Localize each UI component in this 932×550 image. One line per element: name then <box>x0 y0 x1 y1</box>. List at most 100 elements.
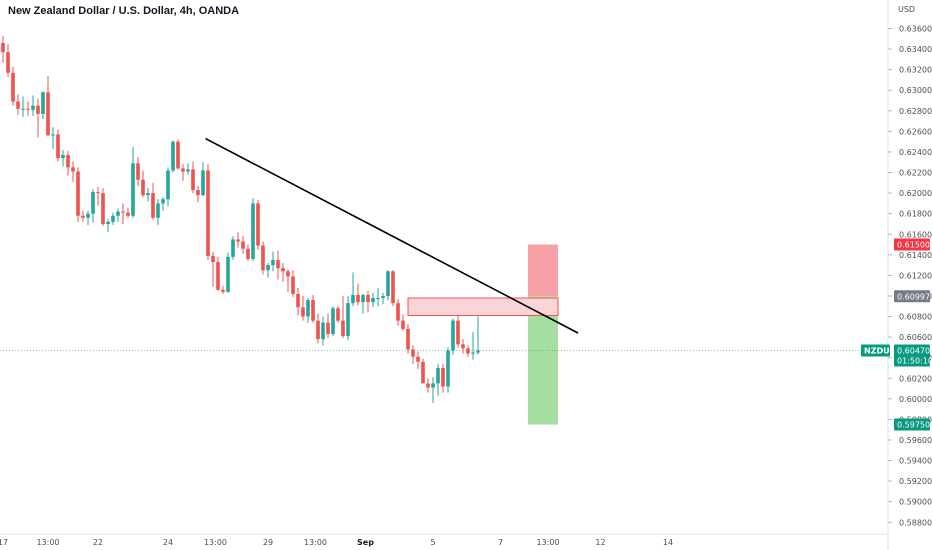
candle[interactable] <box>11 66 15 106</box>
candle[interactable] <box>131 146 135 218</box>
candle[interactable] <box>451 318 455 355</box>
candle[interactable] <box>111 212 115 225</box>
candle[interactable] <box>201 162 205 197</box>
candle[interactable] <box>146 187 150 202</box>
candle[interactable] <box>196 185 200 203</box>
candle[interactable] <box>386 270 390 301</box>
candle[interactable] <box>261 241 265 275</box>
candle[interactable] <box>421 358 425 384</box>
trendline[interactable] <box>205 137 579 334</box>
candle[interactable] <box>356 283 360 306</box>
candle[interactable] <box>291 270 295 298</box>
candle[interactable] <box>96 186 100 206</box>
candle[interactable] <box>81 210 85 222</box>
candle[interactable] <box>36 98 40 138</box>
candle[interactable] <box>316 313 320 344</box>
candle[interactable] <box>221 285 225 294</box>
candle[interactable] <box>431 377 435 403</box>
candle[interactable] <box>336 306 340 323</box>
candle[interactable] <box>1 35 5 63</box>
candle[interactable] <box>226 252 230 293</box>
candle[interactable] <box>86 210 90 225</box>
candle[interactable] <box>156 199 160 225</box>
candle[interactable] <box>116 208 120 222</box>
candle[interactable] <box>416 351 420 370</box>
candle[interactable] <box>461 339 465 354</box>
candle[interactable] <box>306 298 310 323</box>
candle[interactable] <box>136 157 140 186</box>
candle[interactable] <box>126 207 130 218</box>
candle[interactable] <box>256 200 260 250</box>
candle[interactable] <box>266 263 270 278</box>
candle[interactable] <box>271 251 275 272</box>
candle[interactable] <box>436 363 440 396</box>
candle[interactable] <box>41 91 45 120</box>
candle[interactable] <box>91 188 95 223</box>
candle[interactable] <box>16 94 20 115</box>
candle[interactable] <box>181 164 185 181</box>
candle[interactable] <box>101 187 105 227</box>
candle[interactable] <box>371 292 375 308</box>
candle[interactable] <box>206 164 210 260</box>
candle[interactable] <box>171 140 175 173</box>
candle[interactable] <box>476 316 480 355</box>
candle[interactable] <box>231 236 235 260</box>
candle[interactable] <box>471 331 475 360</box>
candle[interactable] <box>456 315 460 348</box>
candle[interactable] <box>391 270 395 307</box>
candle[interactable] <box>76 167 80 222</box>
candle[interactable] <box>401 314 405 331</box>
candle[interactable] <box>21 96 25 117</box>
candle[interactable] <box>151 182 155 220</box>
candle[interactable] <box>326 313 330 339</box>
candle[interactable] <box>61 149 65 167</box>
candle[interactable] <box>276 250 280 280</box>
candle[interactable] <box>51 127 55 149</box>
candle[interactable] <box>281 263 285 282</box>
candle[interactable] <box>396 299 400 326</box>
candle[interactable] <box>56 129 60 162</box>
candle[interactable] <box>6 43 10 77</box>
candle[interactable] <box>361 293 365 314</box>
candle[interactable] <box>191 161 195 194</box>
stop-loss-zone[interactable] <box>528 244 558 297</box>
candle[interactable] <box>121 203 125 224</box>
candle[interactable] <box>246 244 250 261</box>
candle[interactable] <box>241 236 245 254</box>
candle[interactable] <box>251 198 255 261</box>
candle[interactable] <box>106 218 110 233</box>
candle[interactable] <box>441 363 445 393</box>
resistance-zone[interactable] <box>407 297 559 317</box>
candle[interactable] <box>466 345 470 357</box>
candle[interactable] <box>66 150 70 176</box>
candle[interactable] <box>426 378 430 393</box>
candle[interactable] <box>186 163 190 175</box>
candle[interactable] <box>301 295 305 321</box>
candle[interactable] <box>176 139 180 170</box>
candle[interactable] <box>166 167 170 207</box>
candle[interactable] <box>31 95 35 116</box>
candle[interactable] <box>331 306 335 337</box>
candle[interactable] <box>351 272 355 307</box>
candle[interactable] <box>141 170 145 198</box>
candle[interactable] <box>341 295 345 339</box>
candle[interactable] <box>211 251 215 287</box>
candle[interactable] <box>26 101 30 116</box>
take-profit-zone[interactable] <box>528 296 558 425</box>
candle[interactable] <box>236 232 240 248</box>
candle[interactable] <box>406 323 410 354</box>
candle[interactable] <box>216 256 220 291</box>
candle[interactable] <box>321 316 325 346</box>
candle[interactable] <box>46 75 50 136</box>
candle[interactable] <box>381 292 385 305</box>
candle[interactable] <box>411 345 415 364</box>
candle[interactable] <box>296 287 300 316</box>
candle[interactable] <box>161 197 165 211</box>
candle[interactable] <box>446 347 450 393</box>
candle[interactable] <box>286 269 290 292</box>
candle[interactable] <box>346 295 350 341</box>
candle[interactable] <box>311 294 315 323</box>
candle[interactable] <box>366 290 370 313</box>
candle[interactable] <box>71 161 75 182</box>
